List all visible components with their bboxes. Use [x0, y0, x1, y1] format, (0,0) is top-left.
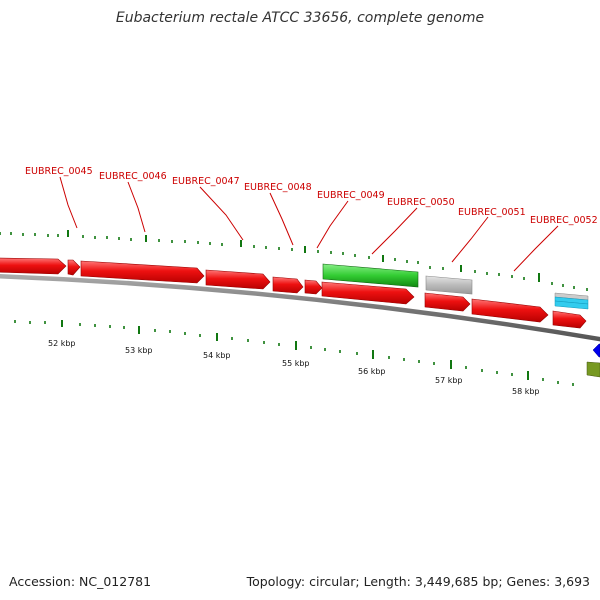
upper-tick-track — [0, 230, 588, 291]
cds-arrow[interactable] — [424, 292, 471, 312]
kbp-label: 56 kbp — [358, 367, 386, 376]
gene-label-eubrec-0050[interactable]: EUBREC_0050 — [387, 197, 455, 208]
cds-arrow[interactable] — [67, 259, 81, 276]
accession-text: Accession: NC_012781 — [9, 574, 152, 589]
gene-label-eubrec-0046[interactable]: EUBREC_0046 — [99, 171, 167, 182]
cyan-feature[interactable] — [554, 292, 589, 310]
olive-feature[interactable] — [586, 361, 600, 378]
kbp-label: 52 kbp — [48, 339, 76, 348]
lower-tick-track — [14, 320, 574, 386]
cds-arrow[interactable] — [80, 260, 205, 284]
cds-arrow[interactable] — [552, 310, 587, 329]
genome-backbone — [0, 273, 600, 342]
blue-feature[interactable] — [592, 343, 600, 358]
rna-feature-green[interactable] — [322, 263, 419, 288]
gene-label-eubrec-0045[interactable]: EUBREC_0045 — [25, 166, 93, 177]
cds-arrow[interactable] — [272, 276, 304, 294]
kbp-label: 55 kbp — [282, 359, 310, 368]
kbp-label: 54 kbp — [203, 351, 231, 360]
leader-lines — [59, 176, 559, 272]
cds-arrow[interactable] — [304, 279, 323, 295]
kbp-label: 58 kbp — [512, 387, 540, 396]
genome-summary-text: Topology: circular; Length: 3,449,685 bp… — [246, 574, 590, 589]
map-title: Eubacterium rectale ATCC 33656, complete… — [115, 10, 485, 26]
gene-label-eubrec-0048[interactable]: EUBREC_0048 — [244, 182, 312, 193]
cds-arrow[interactable] — [471, 298, 549, 323]
cds-arrow[interactable] — [205, 269, 271, 290]
grey-feature[interactable] — [425, 275, 473, 295]
forward-strand-track — [0, 257, 587, 329]
cds-arrow[interactable] — [321, 281, 415, 305]
gene-label-eubrec-0047[interactable]: EUBREC_0047 — [172, 176, 240, 187]
gene-label-eubrec-0049[interactable]: EUBREC_0049 — [317, 190, 385, 201]
kbp-label: 53 kbp — [125, 346, 153, 355]
gene-label-eubrec-0052[interactable]: EUBREC_0052 — [530, 215, 598, 226]
gene-label-eubrec-0051[interactable]: EUBREC_0051 — [458, 207, 526, 218]
kbp-label: 57 kbp — [435, 376, 463, 385]
cds-arrow[interactable] — [0, 257, 67, 275]
